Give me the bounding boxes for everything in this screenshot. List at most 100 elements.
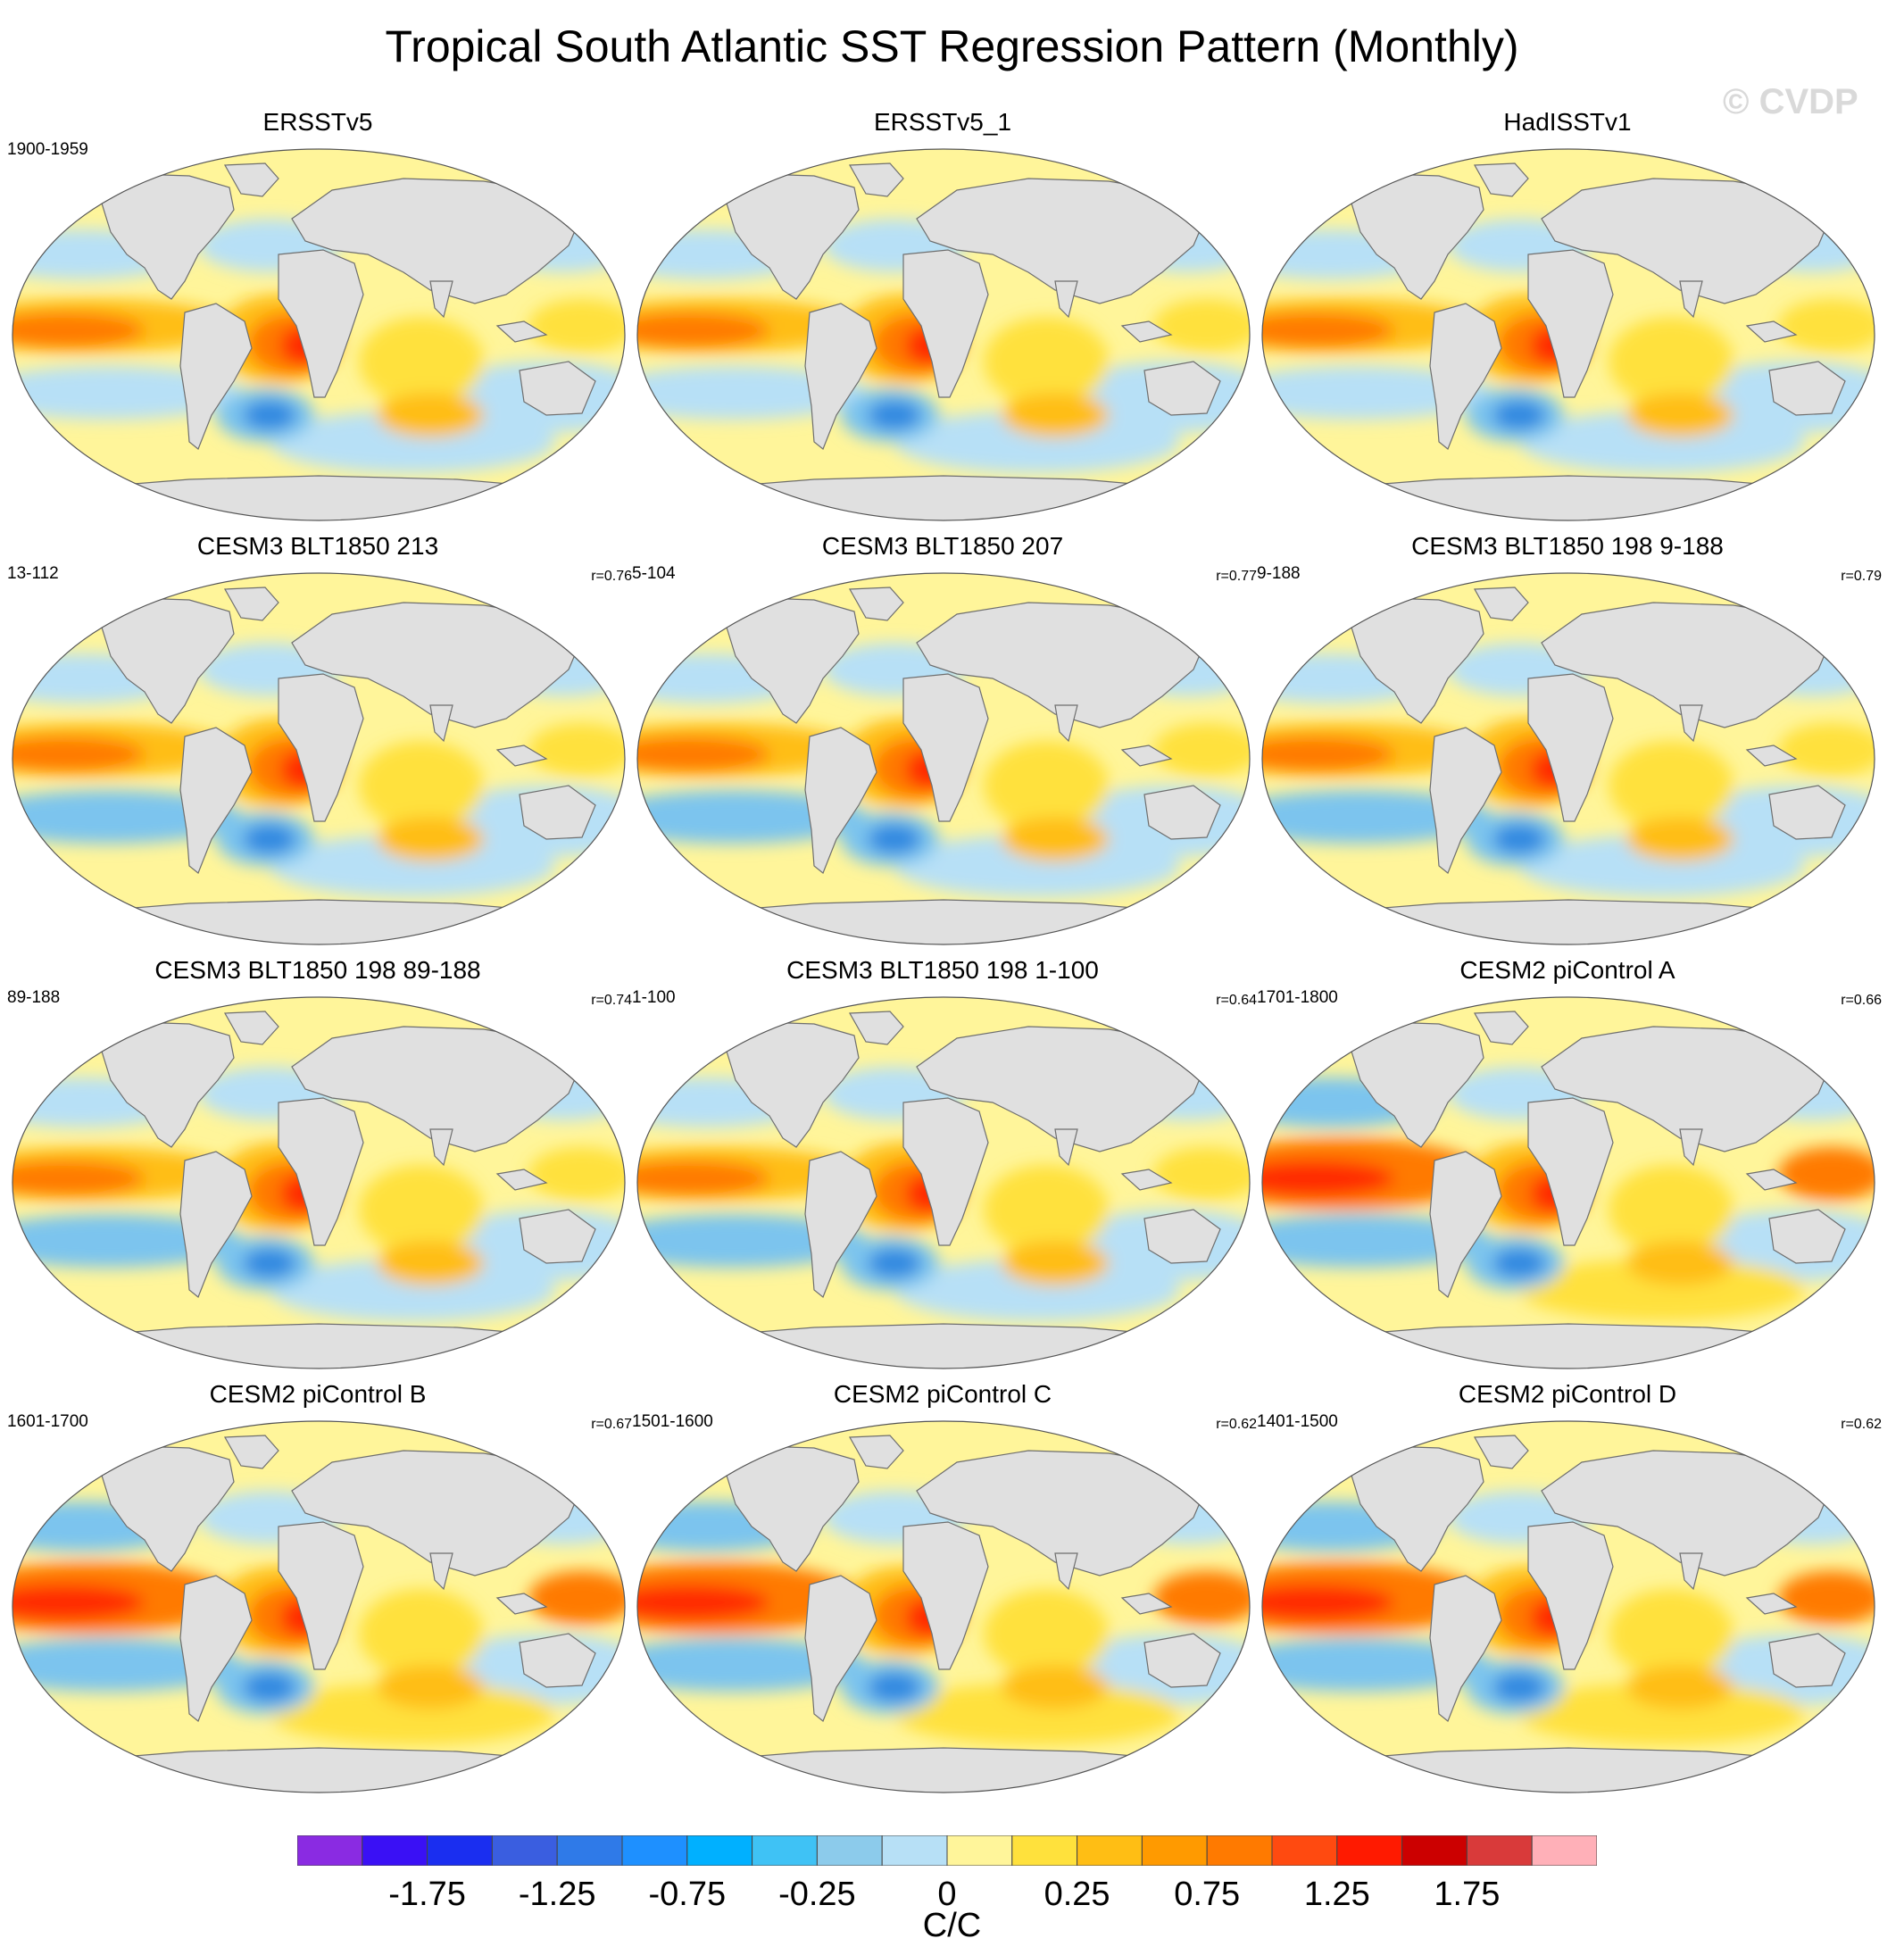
world-map bbox=[1261, 996, 1875, 1369]
sst-anomaly-region bbox=[984, 317, 1109, 406]
panel-correlation: r=0.66 bbox=[1841, 993, 1882, 1008]
panel-correlation: r=0.62 bbox=[1841, 1417, 1882, 1432]
colorbar-tick-label: 1.75 bbox=[1434, 1876, 1501, 1913]
sst-anomaly-region bbox=[868, 1672, 921, 1702]
sst-anomaly-region bbox=[1778, 299, 1875, 353]
colorbar-swatch bbox=[946, 1834, 1013, 1867]
panel-title: CESM3 BLT1850 213 bbox=[196, 532, 439, 560]
world-map bbox=[1261, 572, 1875, 945]
map-panel: CESM2 piControl C 1501-1600 r=0.62 bbox=[630, 1379, 1257, 1808]
colorbar-swatch bbox=[1466, 1834, 1533, 1867]
sst-anomaly-region bbox=[984, 741, 1109, 830]
sst-anomaly-region bbox=[377, 817, 484, 861]
panel-correlation: r=0.76 bbox=[591, 569, 632, 584]
panel-title: CESM3 BLT1850 198 89-188 bbox=[154, 956, 481, 984]
panel-title: CESM2 piControl A bbox=[1459, 956, 1675, 984]
sst-anomaly-region bbox=[243, 1248, 296, 1278]
panel-period: 1-100 bbox=[632, 988, 676, 1007]
colorbar-tick-label: 0.75 bbox=[1174, 1876, 1241, 1913]
sst-anomaly-region bbox=[270, 1683, 555, 1745]
sst-anomaly-region bbox=[1519, 1683, 1805, 1745]
map-panel: ERSSTv5 1900-1959 bbox=[5, 107, 630, 536]
sst-anomaly-region bbox=[1492, 400, 1546, 430]
panel-title: CESM2 piControl B bbox=[209, 1380, 427, 1408]
world-map bbox=[12, 1420, 626, 1793]
colorbar-swatch bbox=[1077, 1834, 1143, 1867]
sst-anomaly-region bbox=[1262, 790, 1492, 844]
colorbar-tick-label: 0.25 bbox=[1043, 1876, 1110, 1913]
sst-anomaly-region bbox=[984, 1589, 1109, 1678]
sst-anomaly-region bbox=[1262, 1214, 1492, 1268]
sst-anomaly-region bbox=[1626, 1665, 1734, 1710]
sst-anomaly-region bbox=[1778, 1147, 1875, 1201]
world-map bbox=[12, 572, 626, 945]
sst-anomaly-region bbox=[868, 824, 921, 854]
sst-anomaly-region bbox=[1609, 741, 1734, 830]
sst-anomaly-region bbox=[637, 1161, 769, 1196]
sst-anomaly-region bbox=[1609, 1589, 1734, 1678]
sst-anomaly-region bbox=[1609, 317, 1734, 406]
sst-anomaly-region bbox=[1626, 393, 1734, 437]
sst-anomaly-region bbox=[1262, 366, 1492, 420]
map-panel: CESM3 BLT1850 207 5-104 r=0.77 bbox=[630, 531, 1257, 960]
panel-period: 5-104 bbox=[632, 564, 676, 583]
world-map bbox=[1261, 1420, 1875, 1793]
colorbar-swatch bbox=[556, 1834, 623, 1867]
sst-anomaly-region bbox=[894, 411, 1180, 473]
world-map bbox=[636, 148, 1251, 521]
sst-anomaly-region bbox=[984, 1165, 1109, 1254]
colorbar-swatch bbox=[816, 1834, 883, 1867]
sst-anomaly-region bbox=[1153, 723, 1250, 777]
colorbar-tick-label: -1.25 bbox=[518, 1876, 596, 1913]
map-panel: CESM3 BLT1850 198 89-188 89-188 r=0.74 bbox=[5, 955, 632, 1384]
sst-anomaly-region bbox=[243, 400, 296, 430]
colorbar-swatch bbox=[881, 1834, 948, 1867]
colorbar-swatch bbox=[752, 1834, 818, 1867]
panel-correlation: r=0.62 bbox=[1216, 1417, 1257, 1432]
sst-anomaly-region bbox=[1492, 1248, 1546, 1278]
sst-anomaly-region bbox=[1262, 312, 1394, 348]
panel-title: CESM3 BLT1850 198 1-100 bbox=[786, 956, 1099, 984]
sst-anomaly-region bbox=[12, 1161, 145, 1196]
panel-title: CESM2 piControl C bbox=[833, 1380, 1052, 1408]
panel-correlation: r=0.67 bbox=[591, 1417, 632, 1432]
sst-anomaly-region bbox=[894, 835, 1180, 897]
sst-anomaly-region bbox=[868, 400, 921, 430]
sst-anomaly-region bbox=[12, 366, 243, 420]
panel-correlation: r=0.77 bbox=[1216, 569, 1257, 584]
sst-anomaly-region bbox=[1609, 1165, 1734, 1254]
sst-anomaly-region bbox=[1492, 824, 1546, 854]
panel-title: ERSSTv5_1 bbox=[873, 108, 1012, 136]
sst-anomaly-region bbox=[12, 312, 145, 348]
sst-anomaly-region bbox=[1002, 393, 1109, 437]
sst-anomaly-region bbox=[359, 741, 484, 830]
sst-anomaly-region bbox=[1626, 817, 1734, 861]
colorbar-swatch bbox=[1531, 1834, 1598, 1867]
sst-anomaly-region bbox=[270, 835, 555, 897]
world-map bbox=[636, 1420, 1251, 1793]
colorbar-tick-label: 0 bbox=[937, 1876, 957, 1913]
sst-anomaly-region bbox=[637, 1585, 769, 1620]
sst-anomaly-region bbox=[243, 824, 296, 854]
panel-correlation: r=0.79 bbox=[1841, 569, 1882, 584]
sst-anomaly-region bbox=[868, 1248, 921, 1278]
sst-anomaly-region bbox=[637, 1638, 868, 1692]
colorbar-swatch bbox=[427, 1834, 493, 1867]
sst-anomaly-region bbox=[1153, 1147, 1250, 1201]
panel-title: HadISSTv1 bbox=[1503, 108, 1632, 136]
world-map bbox=[12, 996, 626, 1369]
sst-anomaly-region bbox=[359, 1165, 484, 1254]
sst-anomaly-region bbox=[359, 317, 484, 406]
colorbar-tick-label: -1.75 bbox=[388, 1876, 466, 1913]
sst-anomaly-region bbox=[894, 1683, 1180, 1745]
continents bbox=[637, 1011, 1250, 1368]
sst-anomaly-region bbox=[1626, 1241, 1734, 1285]
map-panel: CESM2 piControl D 1401-1500 r=0.62 bbox=[1255, 1379, 1882, 1808]
colorbar bbox=[296, 1834, 1598, 1870]
sst-anomaly-region bbox=[377, 1665, 484, 1710]
sst-anomaly-region bbox=[1002, 1665, 1109, 1710]
panel-period: 1900-1959 bbox=[7, 140, 88, 159]
map-panel: ERSSTv5_1 bbox=[630, 107, 1255, 536]
panel-period: 9-188 bbox=[1257, 564, 1301, 583]
map-panel: HadISSTv1 bbox=[1255, 107, 1880, 536]
